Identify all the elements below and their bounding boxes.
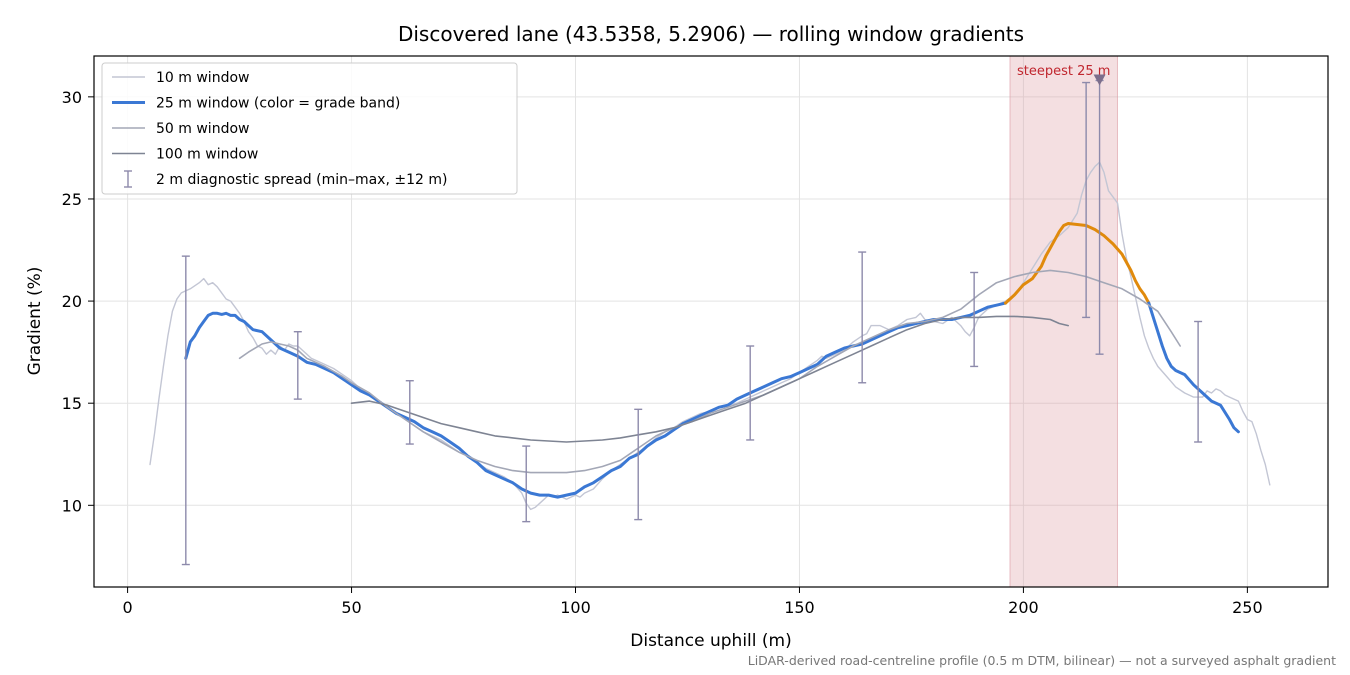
- series-lines: [149, 161, 1271, 511]
- x-tick-label: 250: [1232, 598, 1263, 617]
- steepest-marker-triangle: [1093, 74, 1106, 86]
- steepest-highlight-band: steepest 25 m: [1009, 55, 1118, 588]
- x-axis-title: Distance uphill (m): [630, 631, 791, 651]
- series-line: [350, 315, 1069, 443]
- plot-frame: [93, 55, 1329, 588]
- legend-label: 25 m window (color = grade band): [156, 96, 400, 112]
- steepest-label: steepest 25 m: [1017, 64, 1110, 79]
- series-line: [184, 301, 1007, 499]
- y-tick-label: 30: [62, 88, 82, 107]
- steepest-marker: [1093, 74, 1106, 86]
- y-tick-label: 20: [62, 292, 82, 311]
- footnote: LiDAR-derived road-centreline profile (0…: [748, 653, 1336, 668]
- legend: 10 m window 25 m window (color = grade ba…: [101, 62, 518, 195]
- x-tick-label: 150: [784, 598, 815, 617]
- y-axis-title: Gradient (%): [25, 267, 45, 376]
- series-line: [1004, 222, 1151, 305]
- highlight-band: [1009, 55, 1118, 588]
- y-tick-label: 15: [62, 394, 82, 413]
- chart-title: Discovered lane (43.5358, 5.2906) — roll…: [398, 22, 1024, 46]
- legend-box: [101, 62, 518, 195]
- legend-label: 2 m diagnostic spread (min–max, ±12 m): [156, 172, 447, 188]
- x-tick-label: 50: [341, 598, 361, 617]
- series-line: [149, 161, 1271, 511]
- y-axis-ticks: 10 15 20 25 30: [62, 88, 94, 515]
- x-tick-label: 0: [122, 598, 132, 617]
- x-axis-ticks: 0 50 100 150 200 250: [122, 587, 1263, 617]
- x-tick-label: 100: [560, 598, 591, 617]
- legend-label: 100 m window: [156, 147, 258, 163]
- legend-label: 10 m window: [156, 70, 249, 86]
- legend-label: 50 m window: [156, 121, 249, 137]
- error-bars: [181, 79, 1203, 566]
- y-tick-label: 25: [62, 190, 82, 209]
- x-tick-label: 200: [1008, 598, 1039, 617]
- series-line: [1147, 301, 1240, 434]
- plot-border: [93, 55, 1329, 588]
- y-tick-label: 10: [62, 496, 82, 515]
